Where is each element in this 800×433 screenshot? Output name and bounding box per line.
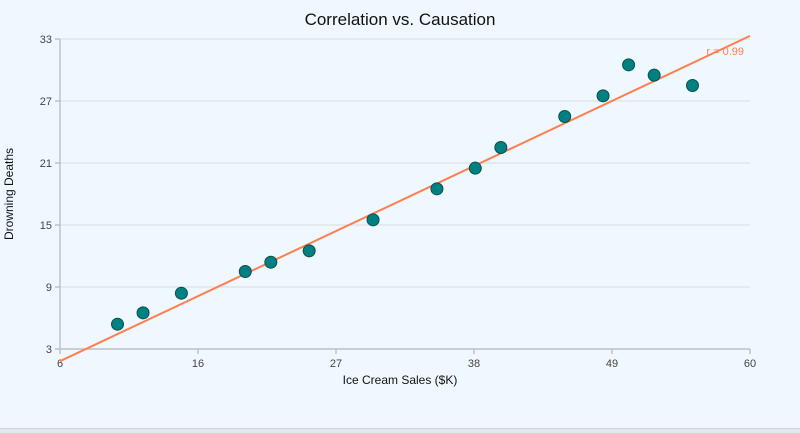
data-point: [686, 79, 699, 92]
data-point: [238, 265, 252, 278]
trend-line: [59, 34, 751, 363]
data-point: [111, 317, 124, 331]
x-tick-label: 38: [468, 358, 480, 370]
y-axis-label: Drowning Deaths: [2, 148, 16, 240]
data-point: [366, 213, 380, 227]
data-point: [622, 58, 636, 72]
x-tick-label: 27: [330, 358, 342, 370]
x-axis-label: Ice Cream Sales ($K): [343, 373, 458, 387]
data-point: [558, 110, 572, 123]
y-tick-label: 15: [40, 220, 52, 232]
x-tick-label: 6: [57, 358, 63, 370]
data-point: [302, 244, 316, 258]
data-point: [596, 89, 610, 103]
x-tick-label: 16: [192, 358, 204, 370]
data-point: [174, 286, 188, 300]
data-point: [430, 182, 444, 196]
x-tick-label: 49: [606, 358, 618, 370]
correlation-annotation: r = 0.99: [706, 46, 744, 58]
data-point: [264, 255, 278, 269]
y-tick-label: 33: [40, 34, 52, 46]
data-point: [136, 306, 150, 320]
data-point: [468, 161, 482, 175]
y-tick-label: 27: [40, 96, 52, 108]
y-tick-label: 9: [46, 282, 52, 294]
data-point: [494, 141, 508, 154]
data-point: [647, 68, 661, 82]
bottom-border: [0, 428, 800, 433]
chart-title: Correlation vs. Causation: [305, 10, 496, 29]
x-tick-label: 60: [744, 358, 756, 370]
y-tick-label: 21: [40, 158, 52, 170]
y-tick-label: 3: [46, 344, 52, 356]
